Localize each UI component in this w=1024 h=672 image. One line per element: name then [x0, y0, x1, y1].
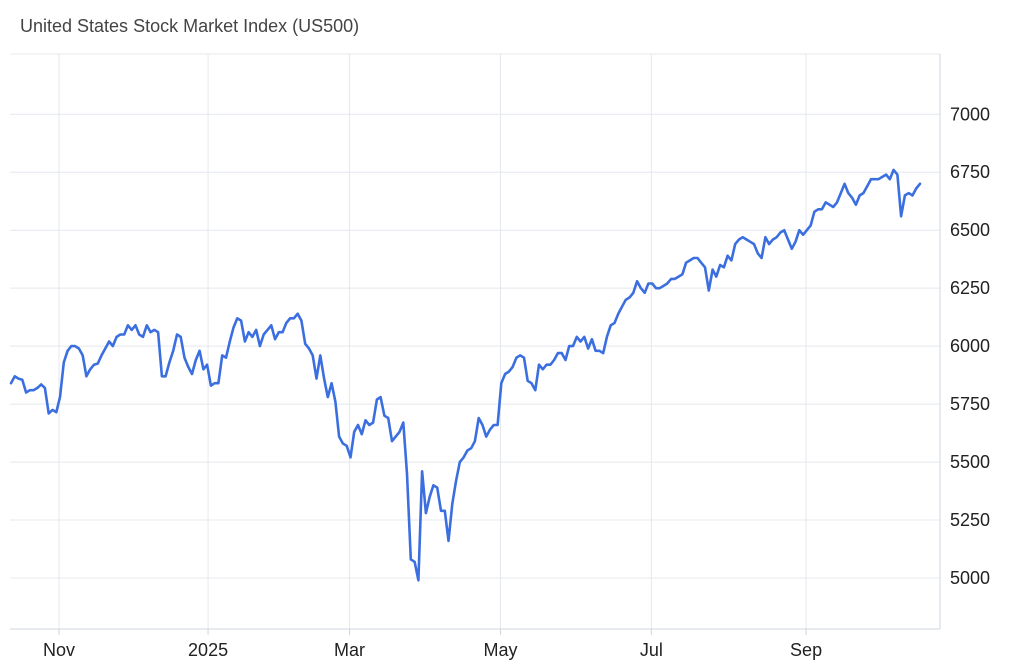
x-tick-label: Mar: [334, 640, 365, 660]
y-tick-label: 6250: [950, 278, 990, 298]
series-line: [9, 168, 922, 582]
y-tick-label: 5750: [950, 394, 990, 414]
chart-title: United States Stock Market Index (US500): [20, 16, 360, 36]
y-tick-label: 6000: [950, 336, 990, 356]
y-tick-label: 7000: [950, 104, 990, 124]
x-tick-label: Nov: [43, 640, 75, 660]
x-tick-label: Jul: [640, 640, 663, 660]
y-tick-label: 5500: [950, 452, 990, 472]
y-tick-label: 5250: [950, 510, 990, 530]
y-tick-label: 6500: [950, 220, 990, 240]
x-tick-label: May: [483, 640, 517, 660]
x-tick-label: Sep: [790, 640, 822, 660]
y-tick-label: 6750: [950, 162, 990, 182]
y-tick-label: 5000: [950, 568, 990, 588]
x-tick-label: 2025: [188, 640, 228, 660]
